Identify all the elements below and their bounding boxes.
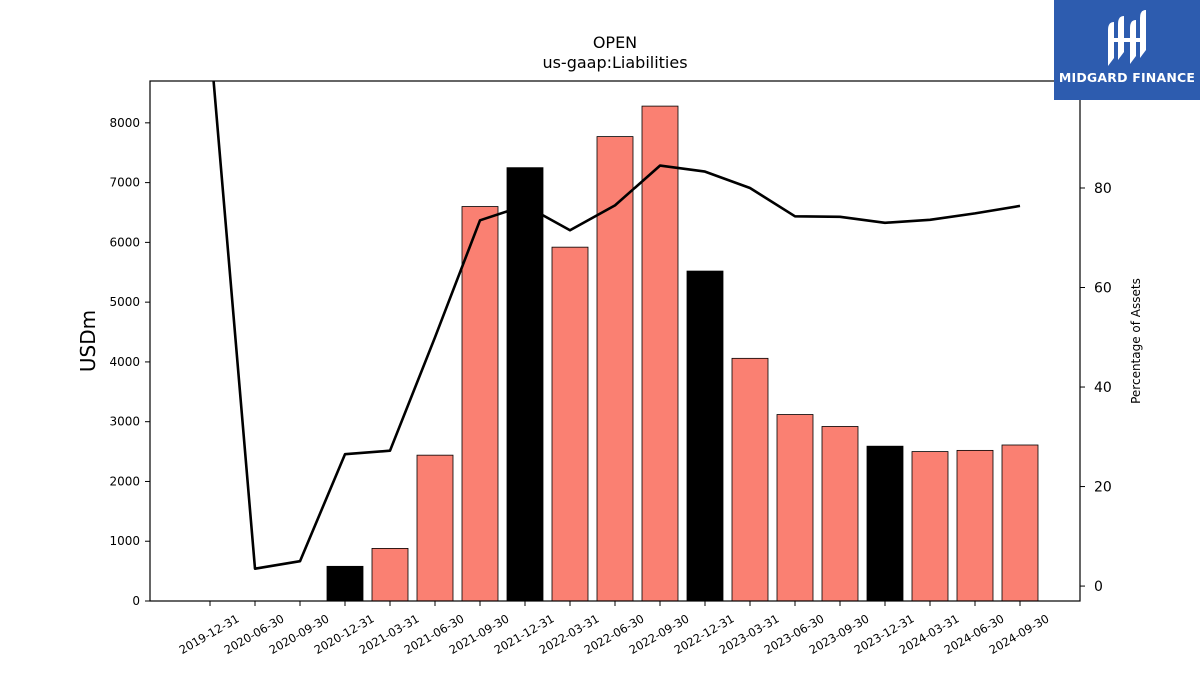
y-axis-right: 0 20 40 60 80 (1080, 181, 1112, 595)
bar-2024-09-30 (1001, 444, 1039, 602)
y2-tick-label: 40 (1094, 380, 1112, 396)
line-layer (212, 81, 1021, 571)
bar-2021-03-31 (371, 548, 409, 602)
bar-2024-06-30 (956, 449, 994, 602)
bar-2022-09-30 (641, 105, 679, 602)
y-tick-label: 1000 (109, 534, 140, 548)
bar-2020-12-31 (326, 565, 364, 602)
brand-logo: MIDGARD FINANCE (1054, 0, 1200, 100)
logo-text: MIDGARD FINANCE (1058, 70, 1196, 85)
chart-title: OPEN (593, 33, 637, 52)
bar-2023-06-30 (776, 414, 814, 602)
bar-2021-12-31 (506, 167, 544, 602)
chart-subtitle: us-gaap:Liabilities (542, 53, 687, 72)
y2-axis-label: Percentage of Assets (1129, 278, 1143, 404)
bar-2023-09-30 (821, 426, 859, 602)
y2-tick-label: 60 (1094, 281, 1112, 297)
y-tick-label: 8000 (109, 116, 140, 130)
bar-2021-06-30 (416, 454, 454, 602)
y-tick-label: 0 (132, 594, 140, 608)
y-tick-label: 5000 (109, 295, 140, 309)
x-axis: 2019-12-312020-06-302020-09-302020-12-31… (177, 601, 1052, 657)
bar-2023-12-31 (866, 445, 904, 602)
percentage-line (212, 81, 1021, 571)
logo-mark-icon (1108, 10, 1146, 66)
y-tick-label: 2000 (109, 474, 140, 488)
y-axis-label: USDm (76, 310, 100, 372)
bars-layer (326, 105, 1039, 602)
bar-2023-03-31 (731, 357, 769, 602)
bar-2024-03-31 (911, 451, 949, 602)
y-axis-left: 0 1000 2000 3000 4000 5000 6000 7000 8000 (109, 116, 150, 608)
y2-tick-label: 20 (1094, 480, 1112, 496)
y-tick-label: 7000 (109, 176, 140, 190)
y2-tick-label: 80 (1094, 181, 1112, 197)
y-tick-label: 6000 (109, 235, 140, 249)
bar-2022-12-31 (686, 270, 724, 602)
bar-2022-06-30 (596, 136, 634, 602)
y2-tick-label: 0 (1094, 579, 1103, 595)
y-tick-label: 3000 (109, 415, 140, 429)
bar-2021-09-30 (461, 206, 499, 602)
y-tick-label: 4000 (109, 355, 140, 369)
bar-2022-03-31 (551, 246, 589, 602)
